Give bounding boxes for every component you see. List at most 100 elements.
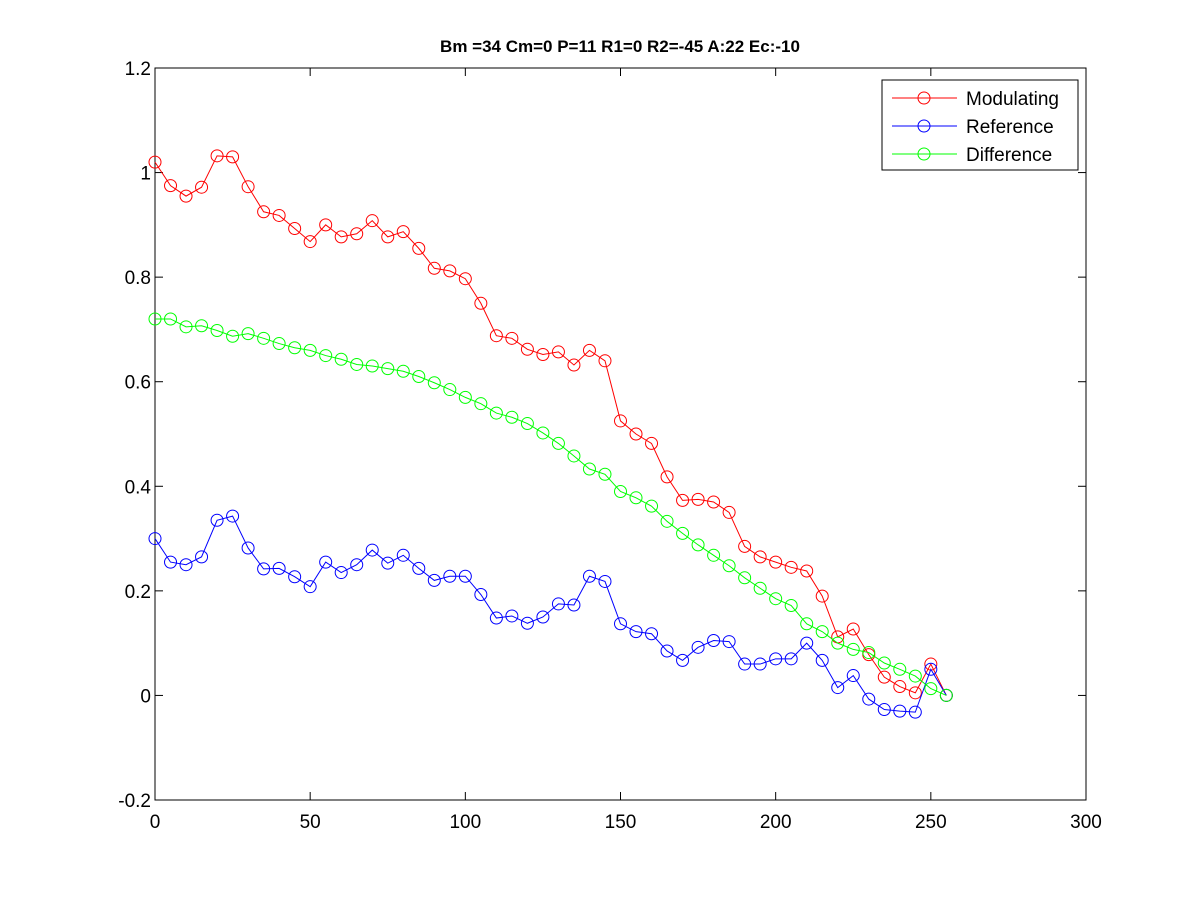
data-point xyxy=(707,634,721,648)
data-point xyxy=(272,337,286,351)
data-point xyxy=(365,543,379,557)
data-point xyxy=(443,264,457,278)
data-point xyxy=(676,493,690,507)
data-point xyxy=(179,558,193,572)
legend-label: Modulating xyxy=(966,89,1059,110)
y-tick-label: 0.2 xyxy=(125,582,151,603)
x-tick-label: 0 xyxy=(150,812,161,833)
data-point xyxy=(505,609,519,623)
x-tick-label: 150 xyxy=(605,812,637,833)
data-point xyxy=(846,669,860,683)
data-point xyxy=(148,312,162,326)
data-point xyxy=(645,627,659,641)
legend-item-modulating: Modulating xyxy=(892,89,1059,110)
data-point xyxy=(815,653,829,667)
data-point xyxy=(800,636,814,650)
data-point xyxy=(334,352,348,366)
x-tick-label: 300 xyxy=(1070,812,1102,833)
data-point xyxy=(629,491,643,505)
data-point xyxy=(753,550,767,564)
data-point xyxy=(365,359,379,373)
legend-marker xyxy=(917,119,931,133)
data-point xyxy=(412,241,426,255)
data-point xyxy=(551,345,565,359)
data-point xyxy=(862,646,876,660)
data-point xyxy=(210,513,224,527)
data-point xyxy=(179,320,193,334)
data-point xyxy=(489,611,503,625)
data-point xyxy=(831,681,845,695)
data-point xyxy=(179,189,193,203)
data-point xyxy=(257,205,271,219)
data-point xyxy=(350,558,364,572)
legend-item-difference: Difference xyxy=(892,145,1052,166)
data-point xyxy=(800,564,814,578)
data-point xyxy=(862,692,876,706)
data-point xyxy=(722,635,736,649)
data-point xyxy=(893,704,907,718)
data-point xyxy=(319,555,333,569)
chart-title: Bm =34 Cm=0 P=11 R1=0 R2=-45 A:22 Ec:-10 xyxy=(440,37,800,56)
y-tick-label: 0 xyxy=(140,686,151,707)
data-point xyxy=(520,342,534,356)
data-point xyxy=(427,573,441,587)
data-point xyxy=(614,485,627,499)
data-point xyxy=(412,561,426,575)
data-point xyxy=(722,559,736,573)
data-point xyxy=(660,470,674,484)
data-point xyxy=(614,414,627,428)
data-point xyxy=(489,329,503,343)
series-difference xyxy=(148,312,953,702)
y-tick-label: 0.6 xyxy=(125,373,151,394)
data-point xyxy=(753,657,767,671)
legend-marker xyxy=(917,147,931,161)
data-point xyxy=(660,514,674,528)
data-point xyxy=(226,509,240,523)
data-point xyxy=(474,296,488,310)
data-point xyxy=(676,653,690,667)
data-point xyxy=(939,688,953,702)
data-point xyxy=(350,357,364,371)
y-tick-label: 1 xyxy=(140,164,151,185)
data-point xyxy=(396,548,410,562)
x-tick-label: 100 xyxy=(449,812,481,833)
legend-marker xyxy=(917,91,931,105)
data-point xyxy=(877,703,891,717)
data-point xyxy=(598,574,612,588)
data-point xyxy=(769,555,783,569)
data-point xyxy=(241,541,255,555)
legend-item-reference: Reference xyxy=(892,117,1054,138)
data-point xyxy=(319,349,333,363)
data-point xyxy=(458,390,472,404)
data-point xyxy=(707,548,721,562)
data-point xyxy=(412,369,426,383)
data-point xyxy=(303,343,317,357)
x-tick-label: 250 xyxy=(915,812,947,833)
data-point xyxy=(257,562,271,576)
data-point xyxy=(551,436,565,450)
data-point xyxy=(443,383,457,397)
data-point xyxy=(257,331,271,345)
data-point xyxy=(288,341,302,355)
data-point xyxy=(753,581,767,595)
data-point xyxy=(924,662,938,676)
data-point xyxy=(288,570,302,584)
data-point xyxy=(769,652,783,666)
data-point xyxy=(226,329,240,343)
data-point xyxy=(164,555,178,569)
data-point xyxy=(629,427,643,441)
data-point xyxy=(707,495,721,509)
data-point xyxy=(427,261,441,275)
data-point xyxy=(784,652,798,666)
legend-label: Difference xyxy=(966,145,1052,166)
data-point xyxy=(334,230,348,244)
data-point xyxy=(582,343,596,357)
x-tick-label: 200 xyxy=(760,812,792,833)
data-point xyxy=(831,636,845,650)
legend: Modulating Reference Difference xyxy=(881,79,1079,171)
data-point xyxy=(241,180,255,194)
data-point xyxy=(195,180,209,194)
data-point xyxy=(319,218,333,232)
y-tick-label: 1.2 xyxy=(125,59,151,80)
